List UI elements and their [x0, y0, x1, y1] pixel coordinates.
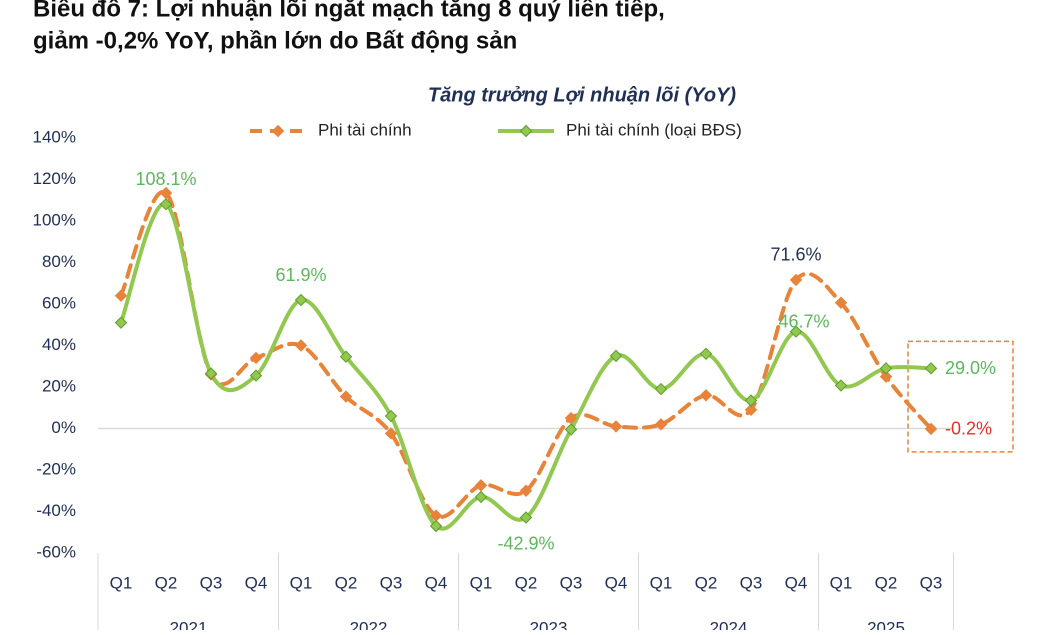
x-tick-label: Q1: [290, 573, 313, 592]
series-line: [119, 202, 933, 531]
x-tick-label: Q3: [920, 573, 943, 592]
point-marker: [924, 422, 938, 436]
point-marker: [609, 349, 623, 363]
x-tick-label: Q2: [515, 573, 538, 592]
point-marker: [519, 484, 533, 497]
point-marker: [339, 390, 353, 403]
point-marker: [879, 362, 893, 375]
x-group-label: 2024: [710, 618, 748, 630]
x-tick-label: Q3: [740, 573, 763, 592]
point-marker: [204, 367, 218, 380]
point-marker: [114, 316, 128, 329]
point-marker: [384, 409, 398, 423]
legend-label: Phi tài chính: [318, 120, 412, 139]
x-tick-label: Q2: [335, 573, 358, 592]
chart-title: giảm -0,2% YoY, phần lớn do Bất động sản: [33, 27, 517, 54]
point-marker: [339, 350, 353, 363]
value-label: 71.6%: [770, 245, 821, 265]
point-marker: [789, 325, 803, 338]
y-tick-label: -20%: [36, 459, 76, 478]
x-group-label: 2022: [350, 618, 388, 630]
x-tick-label: Q1: [470, 573, 493, 592]
y-tick-label: 0%: [51, 418, 76, 437]
y-tick-label: 20%: [42, 376, 76, 395]
x-tick-label: Q1: [830, 573, 853, 592]
point-marker: [879, 370, 893, 383]
legend-marker: [271, 124, 285, 138]
point-marker: [294, 339, 308, 352]
point-marker: [159, 197, 173, 211]
highlight-box: [907, 340, 1014, 453]
point-marker: [249, 351, 263, 365]
point-marker: [114, 289, 128, 302]
point-marker: [609, 420, 623, 433]
chart-title: Biểu đồ 7: Lợi nhuận lõi ngắt mạch tăng …: [33, 0, 665, 22]
value-label: -42.9%: [497, 533, 554, 553]
point-marker: [654, 382, 668, 396]
point-marker: [294, 293, 308, 307]
x-tick-label: Q1: [650, 573, 673, 592]
y-tick-label: 40%: [42, 335, 76, 354]
point-marker: [474, 490, 488, 504]
point-marker: [744, 394, 758, 407]
y-tick-label: 60%: [42, 293, 76, 312]
x-tick-label: Q3: [380, 573, 403, 592]
x-tick-label: Q4: [425, 573, 448, 592]
y-tick-label: 80%: [42, 252, 76, 271]
point-marker: [699, 389, 713, 402]
value-label: 29.0%: [945, 358, 996, 378]
point-marker: [654, 418, 668, 431]
point-marker: [744, 403, 758, 417]
x-tick-label: Q3: [560, 573, 583, 592]
x-group-label: 2025: [867, 618, 905, 630]
point-marker: [924, 362, 938, 375]
x-tick-label: Q4: [245, 573, 268, 592]
point-marker: [519, 511, 533, 524]
x-group-label: 2021: [170, 618, 208, 630]
point-marker: [834, 379, 848, 392]
value-label: -0.2%: [945, 419, 992, 439]
point-marker: [429, 519, 443, 533]
x-tick-label: Q3: [200, 573, 223, 592]
y-tick-label: -60%: [36, 542, 76, 561]
value-label: 61.9%: [275, 265, 326, 285]
y-tick-label: -40%: [36, 501, 76, 520]
point-marker: [384, 427, 398, 440]
x-tick-label: Q1: [110, 573, 133, 592]
point-marker: [834, 296, 848, 309]
legend-marker: [519, 124, 533, 138]
y-tick-label: 100%: [33, 210, 76, 229]
series-line: [119, 189, 933, 519]
x-tick-label: Q4: [605, 573, 628, 592]
x-tick-label: Q2: [875, 573, 898, 592]
value-label: 108.1%: [135, 169, 196, 189]
point-marker: [699, 347, 713, 361]
x-tick-label: Q2: [695, 573, 718, 592]
chart-subtitle: Tăng trưởng Lợi nhuận lõi (YoY): [428, 84, 736, 106]
y-tick-label: 140%: [33, 127, 76, 146]
y-tick-label: 120%: [33, 169, 76, 188]
point-marker: [564, 423, 578, 436]
legend-label: Phi tài chính (loại BĐS): [566, 120, 742, 139]
x-tick-label: Q2: [155, 573, 178, 592]
x-group-label: 2023: [530, 618, 568, 630]
x-tick-label: Q4: [785, 573, 808, 592]
value-label: 46.7%: [778, 311, 829, 331]
point-marker: [789, 273, 803, 287]
point-marker: [249, 369, 263, 382]
